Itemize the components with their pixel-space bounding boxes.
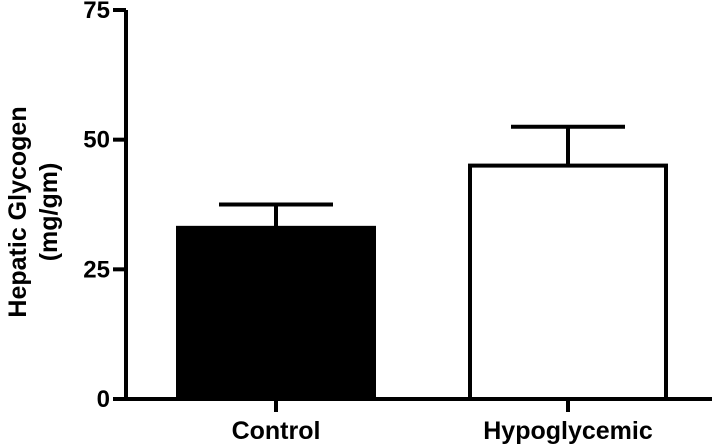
y-tick-label: 0 bbox=[97, 386, 110, 413]
x-tick-label: Control bbox=[232, 417, 321, 445]
y-tick-label: 25 bbox=[83, 256, 110, 283]
y-axis-title: Hepatic Glycogen (mg/gm) bbox=[4, 106, 63, 317]
y-tick-label: 50 bbox=[83, 127, 110, 154]
plot-area: 0 25 50 75 Control Hypoglycemic bbox=[83, 0, 712, 445]
y-axis-title-line-1: Hepatic Glycogen bbox=[4, 106, 32, 317]
bar-control bbox=[176, 225, 376, 401]
y-tick-label: 75 bbox=[83, 0, 110, 24]
x-tick-label: Hypoglycemic bbox=[483, 417, 653, 445]
y-axis-title-line-2: (mg/gm) bbox=[35, 163, 63, 262]
bar-hypoglycemic bbox=[468, 163, 668, 401]
